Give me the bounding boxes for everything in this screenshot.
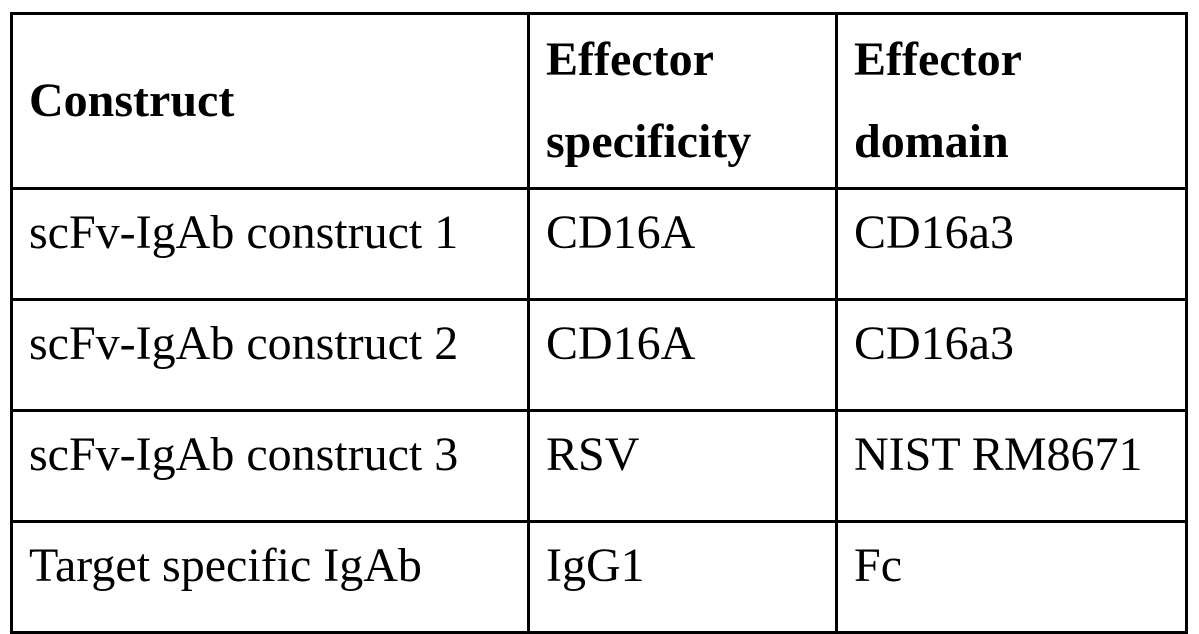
table-row: scFv-IgAb construct 1 CD16A CD16a3 bbox=[10, 187, 1188, 301]
table-row: Target specific IgAb IgG1 Fc bbox=[10, 520, 1188, 634]
column-header-construct: Construct bbox=[10, 12, 530, 190]
construct-table: Construct Effector specificity Effector … bbox=[10, 12, 1188, 634]
cell-effector-domain-3: NIST RM8671 bbox=[835, 409, 1188, 523]
cell-construct-3: scFv-IgAb construct 3 bbox=[10, 409, 530, 523]
cell-construct-2: scFv-IgAb construct 2 bbox=[10, 298, 530, 412]
column-header-effector-specificity: Effector specificity bbox=[527, 12, 838, 190]
cell-effector-specificity-2: CD16A bbox=[527, 298, 838, 412]
table-row: scFv-IgAb construct 2 CD16A CD16a3 bbox=[10, 298, 1188, 412]
cell-effector-domain-1: CD16a3 bbox=[835, 187, 1188, 301]
cell-effector-specificity-4: IgG1 bbox=[527, 520, 838, 634]
cell-effector-specificity-1: CD16A bbox=[527, 187, 838, 301]
cell-effector-domain-4: Fc bbox=[835, 520, 1188, 634]
table-row: scFv-IgAb construct 3 RSV NIST RM8671 bbox=[10, 409, 1188, 523]
cell-effector-domain-2: CD16a3 bbox=[835, 298, 1188, 412]
cell-construct-4: Target specific IgAb bbox=[10, 520, 530, 634]
table-header-row: Construct Effector specificity Effector … bbox=[10, 12, 1188, 190]
cell-construct-1: scFv-IgAb construct 1 bbox=[10, 187, 530, 301]
cell-effector-specificity-3: RSV bbox=[527, 409, 838, 523]
column-header-effector-domain: Effector domain bbox=[835, 12, 1188, 190]
